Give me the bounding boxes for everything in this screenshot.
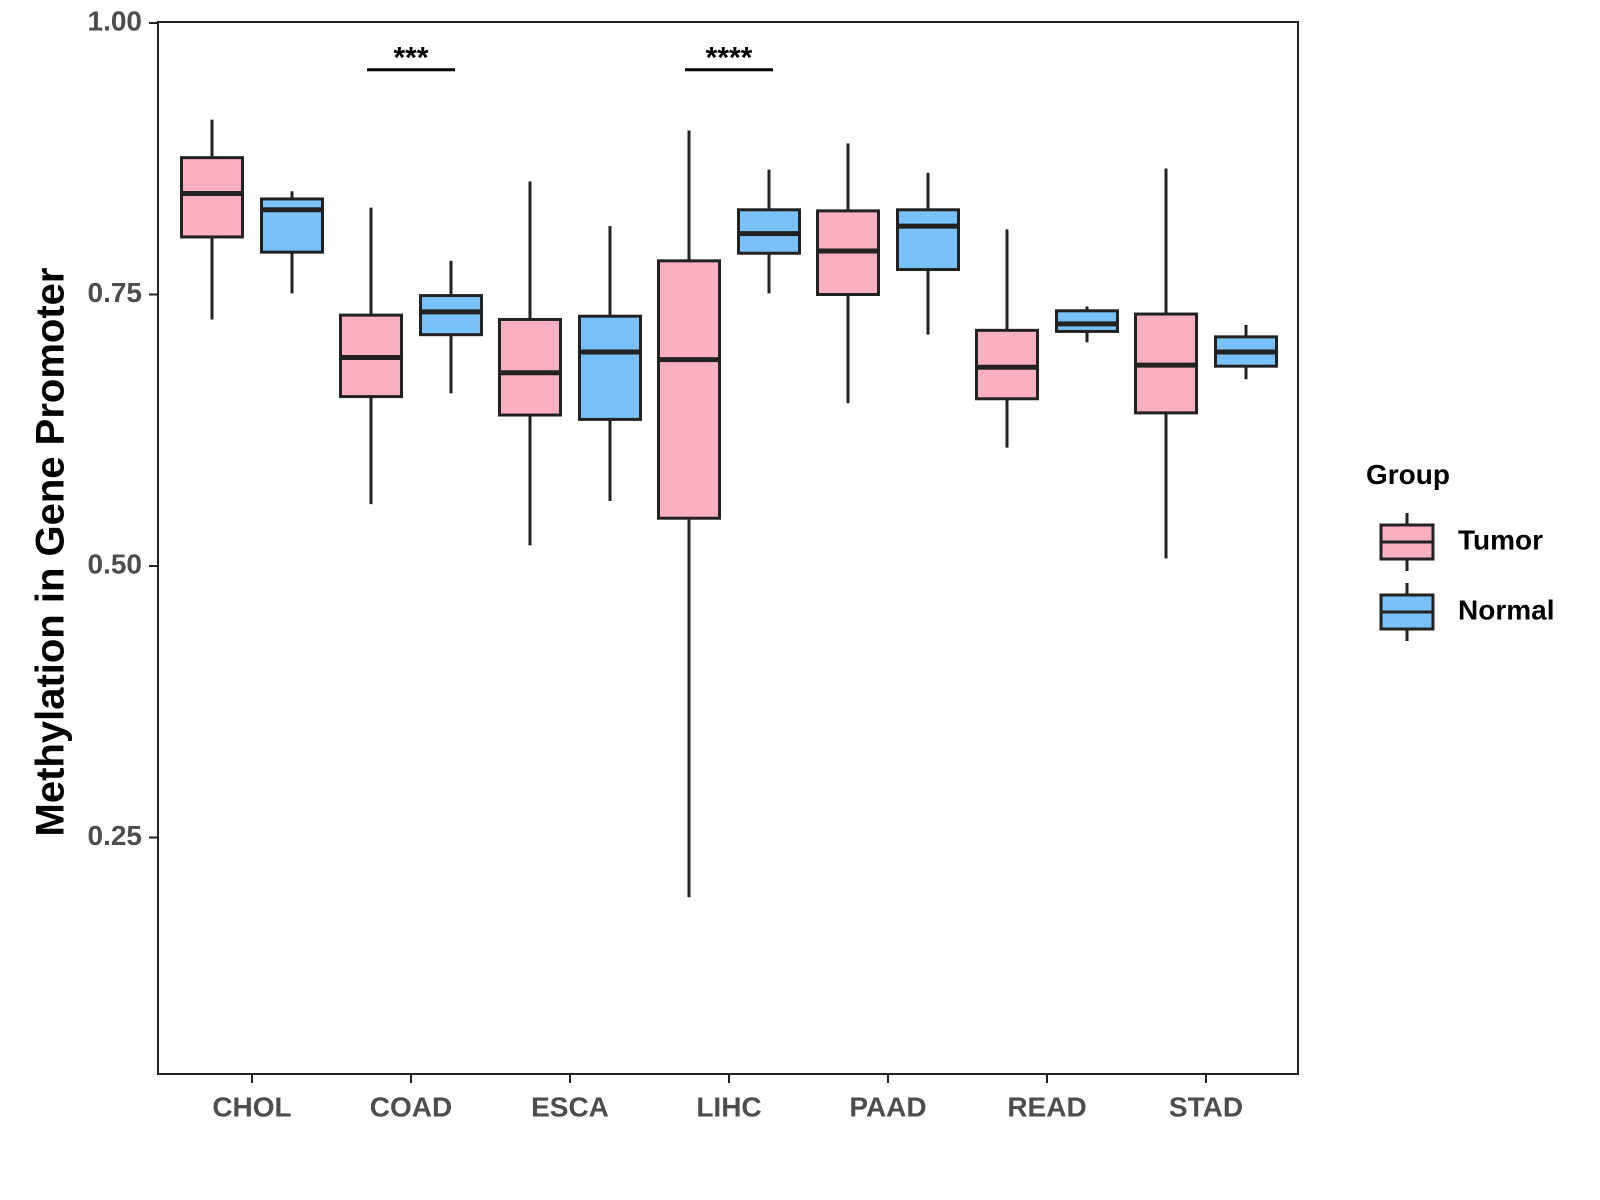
y-tick-label: 0.50 [88, 548, 143, 579]
box-tumor-chol [180, 119, 244, 320]
significance-label-coad: *** [393, 42, 428, 75]
x-tick-label-paad: PAAD [849, 1091, 926, 1122]
box-normal-esca [578, 226, 642, 501]
legend-item-normal: Normal [1379, 583, 1554, 641]
y-tick-label: 1.00 [88, 5, 143, 36]
iqr-box [180, 156, 244, 239]
box-tumor-coad [339, 207, 403, 505]
box-normal-chol [260, 191, 324, 294]
iqr-box [896, 208, 960, 272]
box-tumor-lihc [657, 130, 721, 898]
panel-border [157, 21, 1299, 1075]
box-tumor-read [975, 229, 1039, 448]
x-tick-label-chol: CHOL [212, 1091, 291, 1122]
x-tick-label-read: READ [1007, 1091, 1086, 1122]
box-normal-coad [419, 260, 483, 394]
y-tick-label: 0.25 [88, 820, 143, 851]
x-tick-label-stad: STAD [1169, 1091, 1243, 1122]
iqr-box [498, 317, 562, 417]
iqr-box [260, 197, 324, 254]
iqr-box [578, 314, 642, 421]
legend-item-tumor: Tumor [1379, 513, 1543, 571]
box-tumor-paad [816, 143, 880, 404]
iqr-box [975, 328, 1039, 401]
legend: Group Tumor Normal [1366, 459, 1554, 641]
box-normal-paad [896, 172, 960, 335]
y-axis-label: Methylation in Gene Promoter [29, 268, 73, 837]
legend-label-tumor: Tumor [1458, 524, 1543, 555]
box-tumor-stad [1134, 168, 1198, 559]
box-normal-stad [1214, 324, 1278, 380]
legend-label-normal: Normal [1458, 594, 1554, 625]
y-tick-label: 0.75 [88, 277, 143, 308]
x-tick-label-coad: COAD [370, 1091, 452, 1122]
iqr-box [1055, 309, 1119, 333]
significance-annotations: *** **** [367, 42, 773, 75]
x-tick-label-esca: ESCA [531, 1091, 609, 1122]
box-tumor-esca [498, 181, 562, 546]
box-series [180, 119, 1278, 898]
iqr-box [657, 259, 721, 520]
x-tick-label-lihc: LIHC [696, 1091, 761, 1122]
box-normal-read [1055, 306, 1119, 343]
iqr-box [419, 294, 483, 337]
legend-title: Group [1366, 459, 1450, 490]
significance-label-lihc: **** [706, 42, 753, 75]
box-normal-lihc [737, 169, 801, 294]
